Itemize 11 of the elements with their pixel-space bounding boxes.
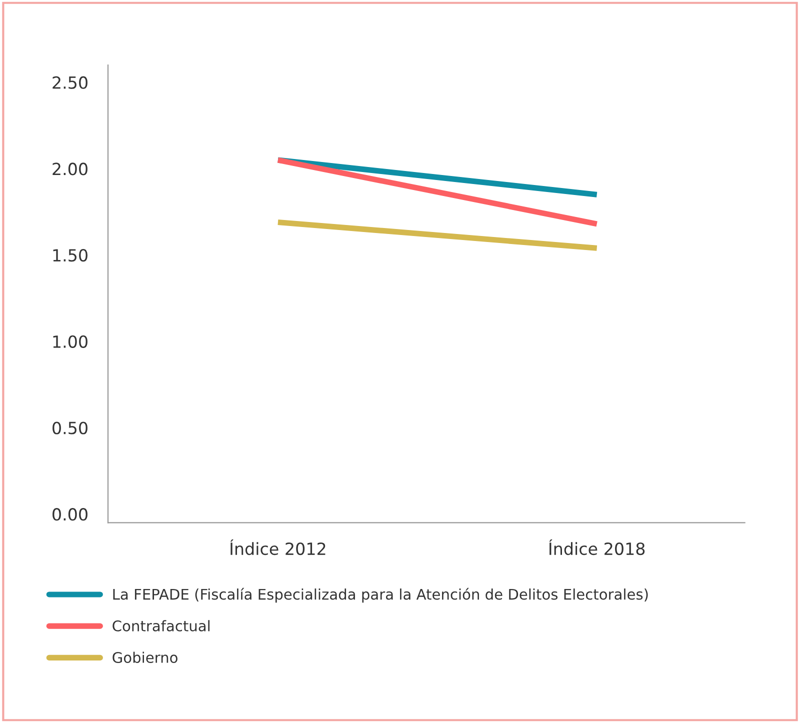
x-tick-label: Índice 2012: [230, 539, 326, 556]
legend-label: La FEPADE (Fiscalía Especializada para la Atención de Delitos Electorales): [113, 588, 648, 603]
y-tick-label: 1.50: [53, 249, 88, 262]
legend-label: Contrafactual: [112, 620, 210, 632]
y-tick-label: 0.50: [52, 422, 88, 434]
legend-label: Gobierno: [112, 652, 178, 664]
x-tick-label: Índice 2018: [549, 539, 645, 556]
y-tick-label: 2.50: [52, 76, 88, 89]
y-tick-label: 2.00: [52, 162, 88, 176]
y-tick-label: 1.00: [53, 335, 88, 348]
y-tick-label: 0.00: [52, 508, 88, 521]
